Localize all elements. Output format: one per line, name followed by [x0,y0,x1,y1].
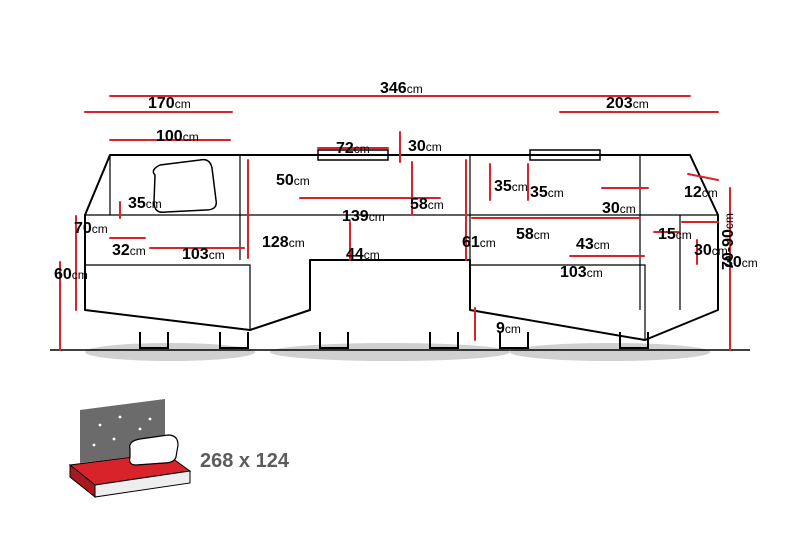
bed-icon-layer [0,0,800,533]
bed-size-label: 268 x 124 [200,450,289,473]
canvas: 346cm170cm203cm100cm72cm30cm35cm50cm70cm… [0,0,800,533]
